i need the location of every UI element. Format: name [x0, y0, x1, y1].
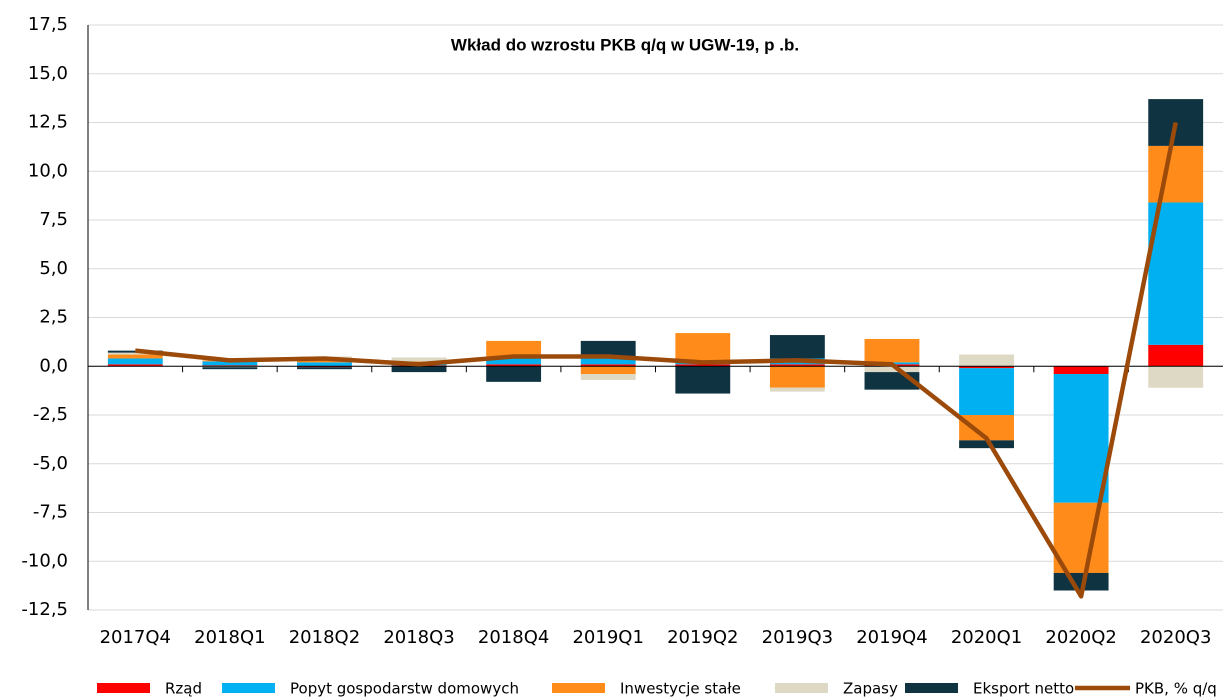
- y-tick-label: 15,0: [28, 63, 68, 84]
- bar: [864, 338, 920, 363]
- bar: [959, 440, 1014, 449]
- y-tick-label: 0,0: [39, 355, 68, 376]
- bar: [107, 352, 163, 355]
- bar: [675, 364, 731, 367]
- legend-swatch: [775, 683, 828, 693]
- bar: [1148, 344, 1204, 367]
- y-tick-label: -7,5: [33, 502, 68, 523]
- x-tick-label: 2020Q1: [951, 627, 1022, 648]
- bar: [1148, 366, 1204, 388]
- x-tick-label: 2019Q4: [856, 627, 927, 648]
- bar: [107, 354, 163, 359]
- legend-label: Popyt gospodarstw domowych: [290, 680, 519, 698]
- bar: [391, 357, 447, 362]
- bar: [107, 364, 163, 367]
- y-tick-label: -12,5: [21, 599, 68, 620]
- bar: [769, 366, 825, 388]
- bar: [202, 367, 258, 370]
- y-tick-label: 17,5: [28, 14, 68, 35]
- y-tick-label: -10,0: [21, 550, 68, 571]
- x-tick-label: 2017Q4: [100, 627, 171, 648]
- bar: [580, 340, 636, 359]
- bar: [202, 361, 258, 366]
- y-tick-label: 7,5: [39, 209, 68, 230]
- bar: [769, 335, 825, 359]
- y-tick-label: 12,5: [28, 112, 68, 133]
- y-tick-label: 2,5: [39, 307, 68, 328]
- bar: [1053, 366, 1109, 375]
- legend-label: Rząd: [165, 680, 202, 698]
- x-tick-label: 2018Q2: [289, 627, 360, 648]
- bar: [580, 374, 636, 380]
- y-tick-label: -5,0: [33, 453, 68, 474]
- y-tick-label: 5,0: [39, 258, 68, 279]
- bar: [1148, 202, 1204, 345]
- bar: [486, 364, 542, 367]
- legend-swatch: [97, 683, 150, 693]
- chart-title: Wkład do wzrostu PKB q/q w UGW-19, p .b.: [451, 35, 799, 54]
- bar: [107, 358, 163, 365]
- bar: [959, 368, 1014, 415]
- legend-label: Eksport netto: [973, 680, 1074, 698]
- legend-label: Inwestycje stałe: [620, 680, 741, 698]
- bar: [391, 366, 447, 373]
- bar: [769, 364, 825, 367]
- bar: [297, 367, 352, 370]
- bar: [486, 366, 542, 382]
- x-tick-label: 2020Q2: [1045, 627, 1116, 648]
- bar: [959, 354, 1014, 367]
- bar: [580, 364, 636, 367]
- legend-swatch: [222, 683, 275, 693]
- bar: [769, 387, 825, 392]
- bar: [675, 333, 731, 361]
- x-tick-label: 2018Q3: [383, 627, 454, 648]
- bar: [580, 366, 636, 375]
- x-tick-label: 2019Q3: [762, 627, 833, 648]
- legend-label: Zapasy: [843, 680, 898, 698]
- bar: [1148, 145, 1204, 203]
- line: [135, 122, 1178, 599]
- x-tick-label: 2020Q3: [1140, 627, 1211, 648]
- bar: [864, 366, 920, 373]
- bar: [580, 358, 636, 365]
- legend-swatch: [552, 683, 605, 693]
- legend-label: PKB, % q/q: [1135, 680, 1217, 698]
- bar: [959, 366, 1014, 369]
- x-tick-label: 2018Q4: [478, 627, 549, 648]
- bar: [1053, 374, 1109, 503]
- bar: [297, 362, 352, 367]
- bar: [486, 358, 542, 365]
- y-tick-label: -2,5: [33, 404, 68, 425]
- x-tick-label: 2019Q2: [667, 627, 738, 648]
- y-tick-label: 10,0: [28, 160, 68, 181]
- x-tick-label: 2018Q1: [194, 627, 265, 648]
- bar: [486, 340, 542, 359]
- x-tick-label: 2019Q1: [572, 627, 643, 648]
- bar: [675, 366, 731, 394]
- legend-swatch: [905, 683, 958, 693]
